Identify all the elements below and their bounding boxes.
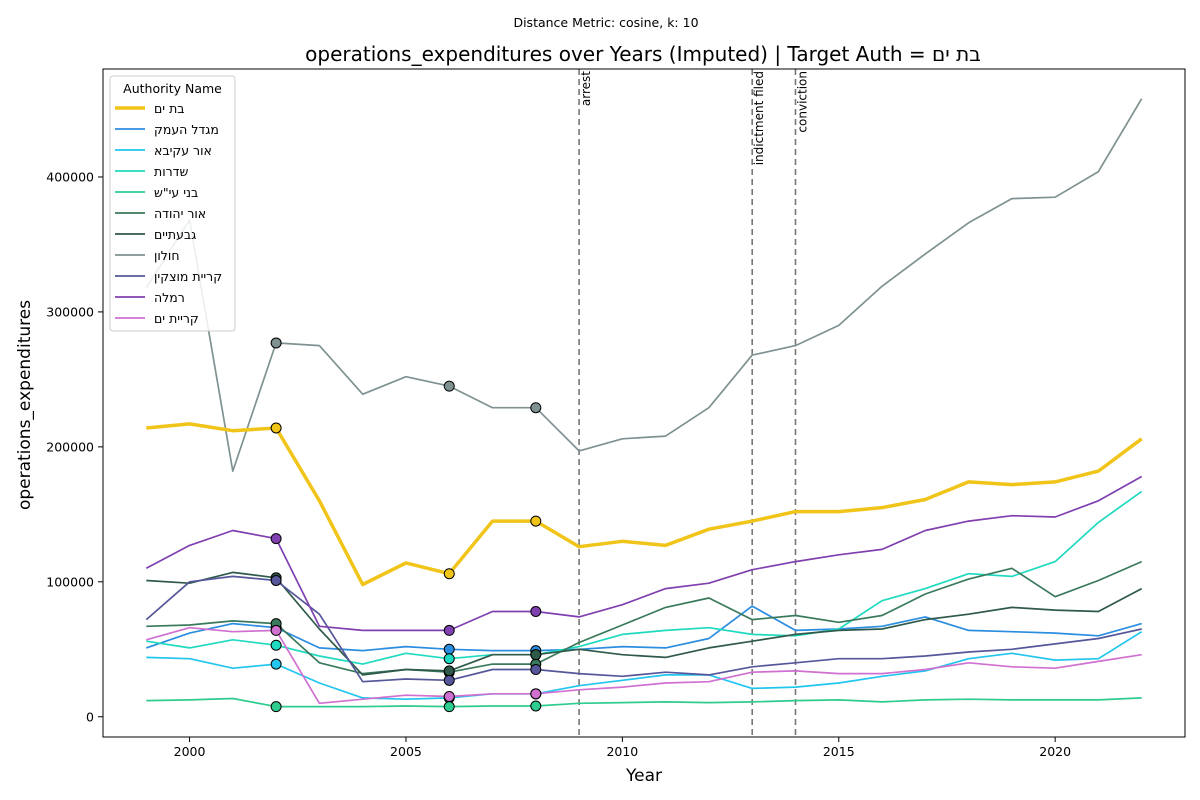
y-tick-label: 100000 [46,574,94,589]
series-line [145,575,1142,683]
imputed-point [530,515,542,527]
legend-label: קריית מוצקין [154,269,222,284]
chart-suptitle: Distance Metric: cosine, k: 10 [513,15,698,30]
legend-label: חולון [154,248,180,263]
legend-label: בני עי"ש [154,185,198,200]
series-line [146,490,1143,665]
imputed-point [530,649,542,661]
legend: Authority Name בת ים מגדל העמק אור עקיבא שדר… [109,75,236,332]
imputed-point [530,664,542,676]
imputed-point [270,422,282,434]
imputed-point [443,665,455,677]
chart-title: operations_expenditures over Years (Impu… [305,42,981,66]
plot-area: arrest indictment filed conviction 2000 2005… [46,68,1186,759]
legend-label: גבעתיים [154,227,196,242]
imputed-point [270,624,282,636]
series-line [146,605,1142,652]
x-tick-label: 2015 [823,744,855,759]
event-label: indictment filed [752,71,766,165]
legend-label: מגדל העמק [154,122,219,137]
imputed-point [270,574,282,586]
y-tick-label: 400000 [46,169,94,184]
legend-label: אור יהודה [154,206,206,221]
series-line [146,630,1143,701]
plot-frame [102,68,1186,738]
series-line [146,697,1142,708]
legend-label: רמלה [154,290,185,305]
series-line [146,626,1142,705]
imputed-point [530,605,542,617]
imputed-point [270,533,282,545]
series-line [146,560,1143,675]
imputed-point [530,688,542,700]
y-tick-label: 300000 [46,304,94,319]
legend-label: שדרות [154,164,189,179]
x-tick-label: 2020 [1039,744,1071,759]
y-tick-label: 200000 [46,439,94,454]
imputed-point [443,380,455,392]
x-tick-label: 2000 [174,744,206,759]
series-line [146,571,1143,676]
imputed-point [443,624,455,636]
imputed-point [443,643,455,655]
imputed-point [443,701,455,713]
legend-title: Authority Name [123,81,222,96]
x-axis-label: Year [625,766,662,786]
x-tick-label: 2005 [390,744,422,759]
y-axis-label: operations_expenditures [15,300,35,510]
event-label: arrest [579,71,593,106]
y-tick-label: 0 [86,709,94,724]
legend-label: קריית ים [154,311,199,326]
imputed-point [530,700,542,712]
imputed-point [270,658,282,670]
imputed-point [270,701,282,713]
series-line [145,98,1143,472]
event-label: conviction [795,71,809,133]
legend-label: בת ים [154,101,185,116]
imputed-point [270,639,282,651]
imputed-point [270,337,282,349]
series-line [145,475,1143,632]
imputed-point [443,568,455,580]
series-line [146,422,1143,587]
legend-label: אור עקיבא [154,143,212,158]
imputed-point [443,691,455,703]
legend-box [109,75,236,332]
imputed-point [443,674,455,686]
imputed-point [530,402,542,414]
imputed-point [443,653,455,665]
x-tick-label: 2010 [606,744,638,759]
